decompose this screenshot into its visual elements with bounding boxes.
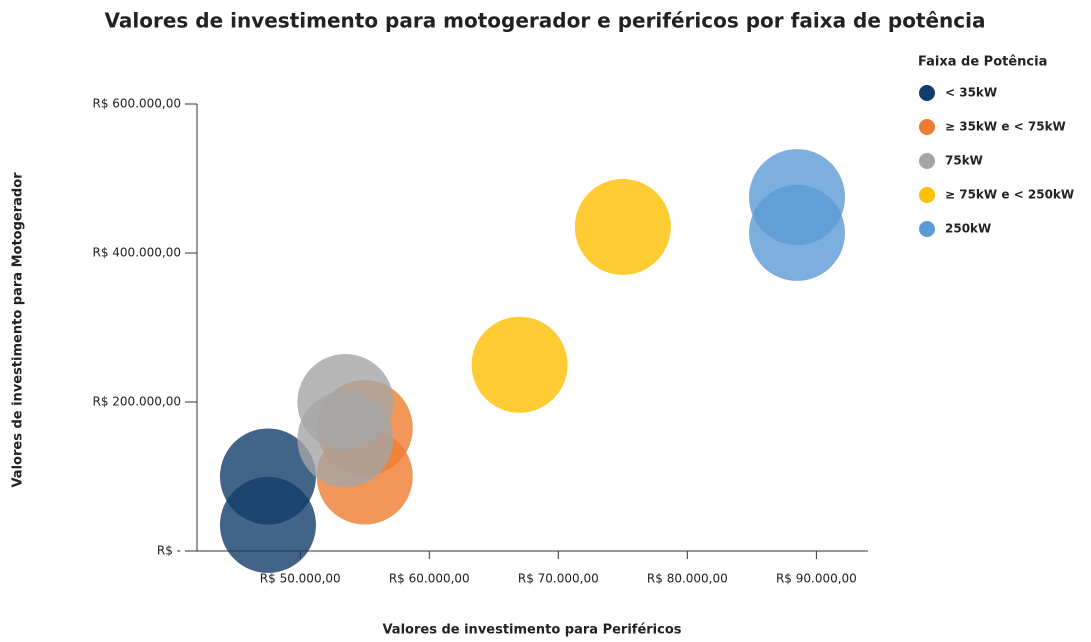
bubble — [574, 178, 671, 275]
x-axis-label: Valores de investimento para Periféricos — [382, 623, 681, 638]
legend-label: 250kW — [945, 222, 991, 236]
bubble — [297, 354, 394, 450]
x-tick-label: R$ 90.000,00 — [776, 572, 857, 586]
y-tick-label: R$ 400.000,00 — [93, 246, 182, 260]
bubble — [471, 316, 568, 413]
bubble — [219, 428, 316, 525]
legend-label: ≥ 35kW e < 75kW — [945, 120, 1066, 134]
legend-swatch — [919, 221, 935, 237]
legend-swatch — [919, 187, 935, 203]
legend-swatch — [919, 119, 935, 135]
x-tick-label: R$ 80.000,00 — [647, 572, 728, 586]
chart-title: Valores de investimento para motogerador… — [104, 9, 985, 33]
legend-label: 75kW — [945, 154, 983, 168]
legend-label: ≥ 75kW e < 250kW — [945, 188, 1074, 202]
legend-swatch — [919, 153, 935, 169]
x-tick-label: R$ 70.000,00 — [518, 572, 599, 586]
y-tick-label: R$ 600.000,00 — [93, 97, 182, 111]
legend-swatch — [919, 85, 935, 101]
legend-title: Faixa de Potência — [918, 55, 1047, 70]
x-tick-label: R$ 50.000,00 — [260, 572, 341, 586]
y-tick-label: R$ - — [157, 544, 181, 558]
x-tick-label: R$ 60.000,00 — [389, 572, 470, 586]
legend-label: < 35kW — [945, 86, 997, 100]
bubble — [749, 149, 846, 246]
y-tick-label: R$ 200.000,00 — [93, 395, 182, 409]
y-axis-label: Valores de investimento para Motogerador — [11, 172, 26, 488]
